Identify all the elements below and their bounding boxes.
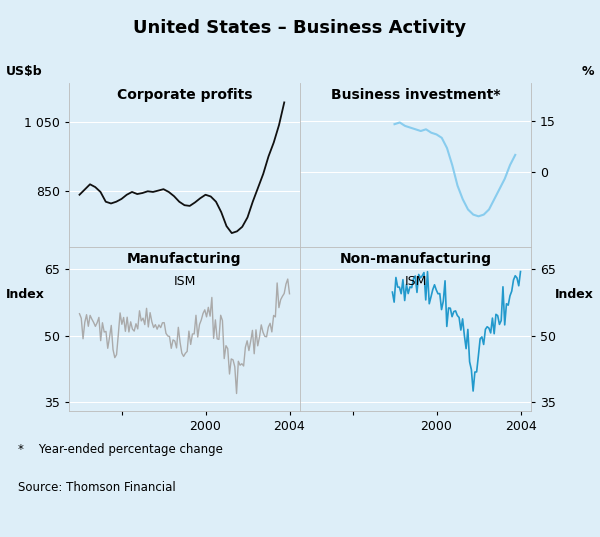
Text: Index: Index [6, 288, 45, 301]
Text: Business investment*: Business investment* [331, 88, 500, 102]
Text: *    Year-ended percentage change: * Year-ended percentage change [18, 443, 223, 456]
Text: Source: Thomson Financial: Source: Thomson Financial [18, 481, 176, 494]
Text: ISM: ISM [404, 275, 427, 288]
Text: US$b: US$b [6, 65, 43, 78]
Text: Non-manufacturing: Non-manufacturing [340, 252, 491, 266]
Text: ISM: ISM [173, 275, 196, 288]
Text: Manufacturing: Manufacturing [127, 252, 242, 266]
Text: Index: Index [555, 288, 594, 301]
Text: United States – Business Activity: United States – Business Activity [133, 19, 467, 37]
Text: %: % [581, 65, 594, 78]
Text: Corporate profits: Corporate profits [117, 88, 252, 102]
